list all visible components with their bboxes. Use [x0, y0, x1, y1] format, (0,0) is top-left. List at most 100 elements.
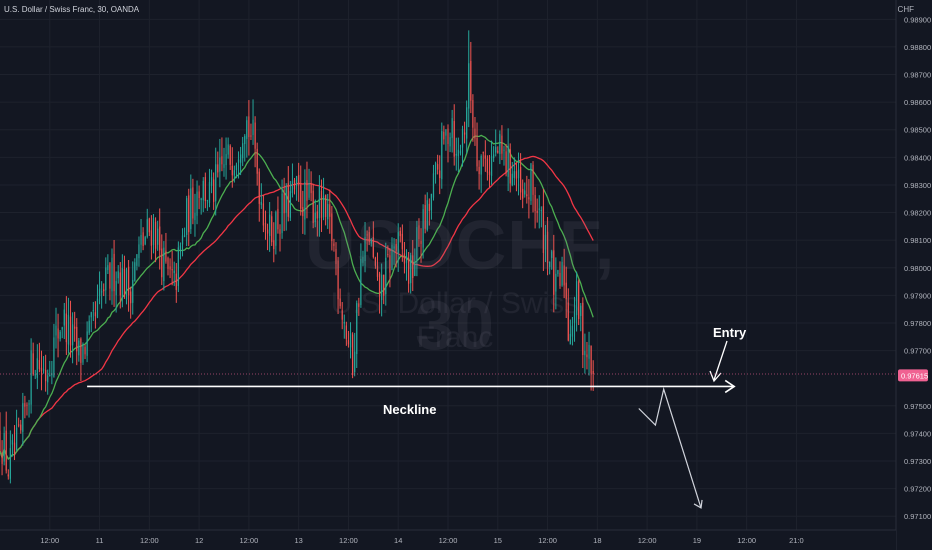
price-tick-label: 0.98800	[904, 43, 931, 52]
candle-body	[511, 173, 513, 186]
candle-body	[439, 170, 441, 179]
candle-body	[78, 340, 80, 356]
candle-body	[3, 433, 5, 462]
candle-body	[24, 403, 26, 407]
candle-body	[74, 326, 76, 329]
candle-body	[343, 321, 345, 324]
candle-body	[248, 116, 250, 138]
candle-body	[53, 337, 55, 377]
candle-body	[150, 230, 153, 246]
price-tick-label: 0.97100	[904, 512, 931, 521]
symbol-title[interactable]: U.S. Dollar / Swiss Franc, 30, OANDA	[4, 5, 140, 14]
candle-body	[181, 235, 184, 245]
candle-body	[351, 334, 354, 376]
candle-body	[300, 184, 302, 209]
candle-body	[175, 273, 177, 290]
candle-body	[59, 331, 61, 340]
candle-body	[391, 244, 393, 271]
candle-body	[509, 149, 511, 184]
candle-body	[258, 171, 260, 204]
candle-body	[358, 303, 360, 307]
watermark-ticker: USDCHF, 30	[305, 206, 616, 364]
price-tick-label: 0.97400	[904, 429, 931, 438]
candle-body	[242, 143, 244, 159]
candle-body	[339, 298, 341, 307]
candle-body	[426, 200, 428, 230]
time-tick-label: 13	[294, 536, 302, 545]
candle-body	[405, 255, 408, 263]
candle-body	[410, 255, 412, 284]
candle-body	[534, 195, 536, 212]
candle-body	[580, 305, 582, 316]
time-tick-label: 14	[394, 536, 402, 545]
candle-body	[463, 132, 466, 135]
candle-body	[26, 404, 28, 406]
price-axis[interactable]: 0.97100 0.97200 0.97300 0.97400 0.97500 0.976…	[895, 0, 932, 550]
candle-body	[304, 181, 306, 220]
candle-body	[42, 369, 45, 371]
candle-body	[217, 164, 219, 173]
time-axis[interactable]: 12:00 11 12:00 12 12:00 13 12:00 14 12:00 15 12:00…	[0, 529, 896, 550]
candle-body	[204, 177, 206, 202]
candle-body	[532, 164, 534, 195]
candle-body	[223, 164, 225, 168]
candle-body	[505, 151, 507, 174]
candle-body	[530, 163, 532, 201]
price-tick-label: 0.97900	[904, 291, 931, 300]
time-tick-label: 12:00	[239, 536, 258, 545]
candle-body	[468, 63, 470, 109]
candle-body	[101, 291, 103, 293]
candle-body	[360, 258, 362, 305]
candle-body	[320, 190, 323, 218]
time-tick-label: 12:00	[40, 536, 59, 545]
candle-body	[341, 310, 343, 320]
candle-body	[434, 162, 437, 175]
candle-body	[356, 303, 358, 355]
candle-body	[399, 230, 401, 237]
candle-body	[11, 440, 14, 445]
time-axis-bg	[0, 530, 896, 550]
entry-arrow	[713, 340, 728, 381]
entry-label[interactable]: Entry	[713, 325, 747, 340]
candle-body	[271, 216, 273, 243]
candle-body	[337, 260, 339, 300]
candle-body	[335, 249, 337, 264]
candle-body	[69, 316, 72, 346]
candle-body	[194, 212, 196, 221]
candle-body	[221, 156, 223, 165]
candle-body	[488, 171, 491, 175]
candle-body	[260, 201, 262, 205]
candle-body	[152, 218, 155, 246]
candle-body	[445, 129, 447, 136]
candle-body	[381, 274, 383, 301]
candle-body	[1, 454, 3, 464]
candle-body	[513, 171, 515, 178]
candle-body	[549, 261, 551, 267]
candle-body	[482, 152, 484, 154]
candle-body	[200, 198, 202, 201]
candle-body	[22, 403, 24, 432]
candle-body	[227, 144, 229, 155]
candle-body	[447, 128, 449, 144]
candle-body	[84, 346, 86, 355]
candle-body	[507, 145, 509, 177]
candle-body	[113, 253, 115, 292]
candle-body	[92, 310, 94, 312]
time-tick-label: 12:00	[439, 536, 458, 545]
neckline-label[interactable]: Neckline	[383, 402, 437, 417]
drawing-annotations[interactable]	[0, 340, 896, 509]
price-tick-label: 0.97500	[904, 402, 931, 411]
candle-body	[322, 195, 325, 218]
candle-body	[80, 338, 82, 363]
candle-body	[171, 269, 173, 271]
time-tick-label: 12:00	[538, 536, 557, 545]
candle-body	[519, 167, 522, 193]
watermark-name: U.S. Dollar / Swiss Franc	[330, 287, 580, 354]
candle-body	[291, 181, 294, 193]
candle-body	[254, 122, 256, 149]
candle-body	[229, 145, 231, 165]
candle-body	[117, 271, 119, 279]
candle-body	[542, 206, 545, 254]
